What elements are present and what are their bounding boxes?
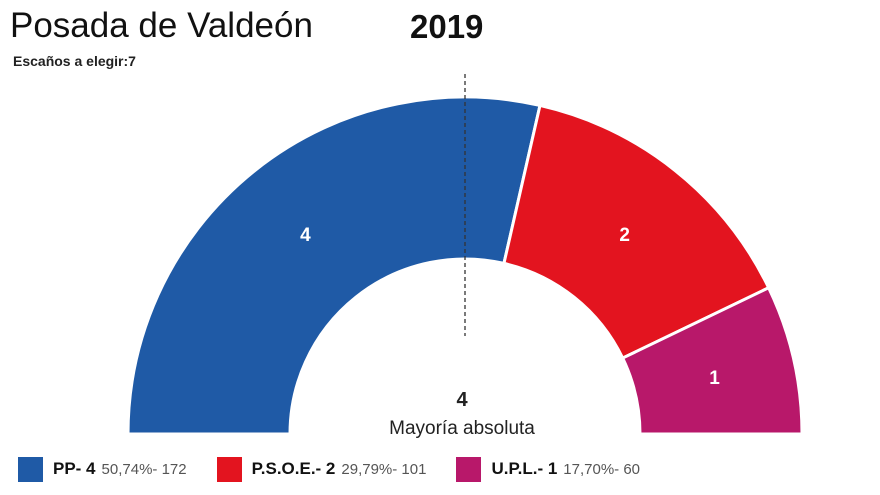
segment-pp <box>126 95 542 436</box>
legend-party-upl: U.P.L.- 1 <box>491 459 558 478</box>
seat-label-psoe: 2 <box>619 225 630 246</box>
majority-value: 4 <box>456 389 468 411</box>
legend-stats-psoe: 29,79%- 101 <box>341 460 427 478</box>
majority-label: Mayoría absoluta <box>389 418 535 439</box>
seat-label-pp: 4 <box>300 225 311 246</box>
legend-party-pp: PP- 4 <box>53 459 96 478</box>
legend-stats-pp: 50,74%- 172 <box>101 460 187 478</box>
legend: PP- 4 50,74%- 172 P.S.O.E.- 2 29,79%- 10… <box>18 456 670 482</box>
legend-swatch-upl <box>456 456 482 482</box>
legend-party-psoe: P.S.O.E.- 2 <box>251 459 336 478</box>
legend-swatch-pp <box>18 456 43 482</box>
segment-upl <box>620 285 804 436</box>
seat-label-upl: 1 <box>709 368 720 389</box>
page-title: Posada de Valdeón <box>10 6 313 45</box>
legend-swatch-psoe <box>216 456 242 482</box>
legend-item-psoe: P.S.O.E.- 2 29,79%- 101 <box>216 456 427 482</box>
legend-item-upl: U.P.L.- 1 17,70%- 60 <box>456 456 641 482</box>
legend-stats-upl: 17,70%- 60 <box>563 460 641 478</box>
seats-to-elect: Escaños a elegir:7 <box>13 53 136 69</box>
election-year: 2019 <box>410 8 484 45</box>
legend-item-pp: PP- 4 50,74%- 172 <box>18 456 187 482</box>
segment-psoe <box>502 103 771 361</box>
